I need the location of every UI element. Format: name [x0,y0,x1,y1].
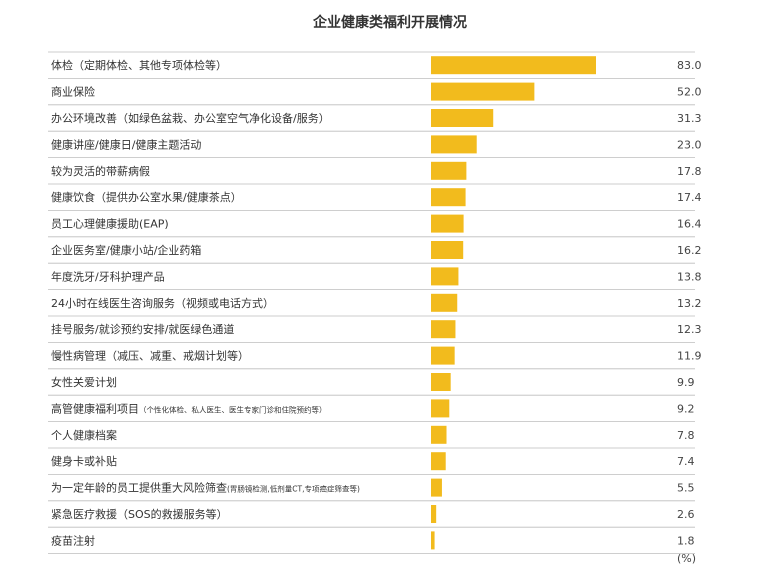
category-label-main: 为一定年龄的员工提供重大风险筛查 [51,481,227,495]
category-label-main: 健身卡或补贴 [51,454,117,468]
value-label: 83.0 [677,59,702,72]
category-label-main: 企业医务室/健康小站/企业药箱 [51,243,201,257]
bar [431,478,442,497]
category-label: 年度洗牙/牙科护理产品 [51,269,165,283]
bar [431,399,450,418]
category-label: 健康饮食（提供办公室水果/健康茶点） [51,190,242,204]
bar [431,531,435,550]
bar [431,452,446,471]
category-label-note: (胃肠镜检测,低剂量CT,专项癌症筛查等) [227,484,360,494]
value-label: 1.8 [677,534,695,547]
bar [431,293,458,312]
chart-title: 企业健康类福利开展情况 [313,15,467,31]
value-label: 31.3 [677,112,702,125]
bar [431,373,451,391]
category-label: 紧急医疗救援（SOS的救援服务等） [51,507,228,521]
bar [431,214,464,233]
bar [431,161,467,180]
category-label: 健康讲座/健康日/健康主题活动 [51,137,201,151]
category-label-main: 健康讲座/健康日/健康主题活动 [51,137,201,151]
category-label: 24小时在线医生咨询服务（视频或电话方式） [51,296,274,310]
bar [431,56,596,75]
value-label: 5.5 [677,482,695,495]
bar [431,267,459,286]
category-label: 办公环境改善（如绿色盆栽、办公室空气净化设备/服务） [51,111,330,125]
category-label: 高管健康福利项目（个性化体检、私人医生、医生专家门诊和住院预约等） [51,401,327,415]
value-label: 16.2 [677,244,702,257]
bar [431,320,456,339]
category-label-main: 商业保险 [51,85,95,99]
bar [431,135,477,154]
bar [431,82,535,101]
value-label: 7.8 [677,429,695,442]
category-label-main: 紧急医疗救援（SOS的救援服务等） [51,507,228,521]
chart-rows: 体检（定期体检、其他专项体检等） 83.0 商业保险 52.0 办公环境改善（如绿色盆栽… [48,51,702,554]
category-label-main: 健康饮食（提供办公室水果/健康茶点） [51,190,242,204]
category-label: 个人健康档案 [51,428,117,442]
category-label-main: 高管健康福利项目 [51,401,139,415]
category-label: 员工心理健康援助(EAP) [51,217,169,231]
category-label: 挂号服务/就诊预约安排/就医绿色通道 [51,322,234,336]
category-label: 疫苗注射 [51,533,95,547]
category-label-main: 办公环境改善（如绿色盆栽、办公室空气净化设备/服务） [51,111,330,125]
category-label: 女性关爱计划 [51,375,117,389]
category-label-main: 体检（定期体检、其他专项体检等） [51,58,227,72]
bar [431,241,464,259]
category-label: 企业医务室/健康小站/企业药箱 [51,243,201,257]
value-label: 16.4 [677,218,702,231]
bar [431,109,494,127]
value-label: 13.2 [677,297,702,310]
value-label: 2.6 [677,508,695,521]
category-label: 商业保险 [51,85,95,99]
category-label: 为一定年龄的员工提供重大风险筛查(胃肠镜检测,低剂量CT,专项癌症筛查等) [51,481,360,495]
bar [431,505,437,523]
value-label: 9.2 [677,402,695,415]
category-label: 较为灵活的带薪病假 [51,164,150,178]
bar [431,425,447,444]
category-label-main: 员工心理健康援助(EAP) [51,217,169,231]
value-label: 13.8 [677,270,702,283]
category-label-main: 女性关爱计划 [51,375,117,389]
category-label-main: 挂号服务/就诊预约安排/就医绿色通道 [51,322,234,336]
category-label-main: 慢性病管理（减压、减重、戒烟计划等） [51,349,249,363]
value-label: 23.0 [677,138,702,151]
bar [431,346,455,365]
value-label: 12.3 [677,323,702,336]
category-label-note: （个性化体检、私人医生、医生专家门诊和住院预约等） [139,404,327,414]
value-label: 52.0 [677,86,702,99]
bar [431,188,466,207]
value-label: 17.8 [677,165,702,178]
category-label: 健身卡或补贴 [51,454,117,468]
value-label: 17.4 [677,191,702,204]
value-label: 11.9 [677,350,702,363]
category-label-main: 较为灵活的带薪病假 [51,164,150,178]
category-label: 慢性病管理（减压、减重、戒烟计划等） [51,349,249,363]
value-label: 9.9 [677,376,695,389]
category-label: 体检（定期体检、其他专项体检等） [51,58,227,72]
category-label-main: 年度洗牙/牙科护理产品 [51,269,165,283]
unit-label: (%) [677,552,697,565]
category-label-main: 24小时在线医生咨询服务（视频或电话方式） [51,296,274,310]
category-label-main: 个人健康档案 [51,428,117,442]
value-label: 7.4 [677,455,695,468]
category-label-main: 疫苗注射 [51,533,95,547]
